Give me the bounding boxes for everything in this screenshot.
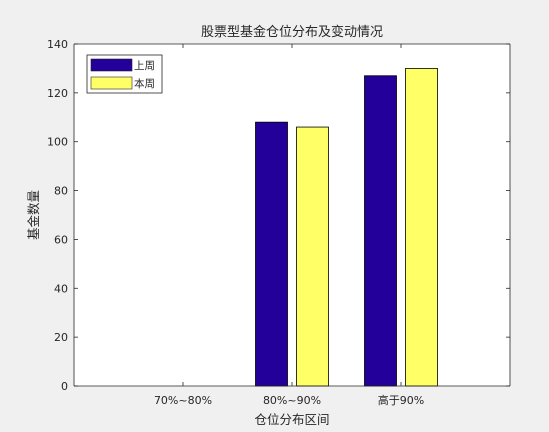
bar-last-week-2 — [364, 75, 397, 387]
x-ticks-group: 70%~80% 80%~90% 高于90% — [154, 44, 424, 407]
x-tick-label: 70%~80% — [154, 394, 212, 407]
legend: 上周 本周 — [86, 54, 163, 94]
legend-swatch-last-week — [90, 58, 133, 72]
x-tick-label: 高于90% — [378, 393, 424, 407]
y-tick-label: 40 — [54, 282, 68, 295]
plot-area — [74, 44, 510, 386]
x-axis-title: 仓位分布区间 — [254, 412, 329, 427]
chart-title: 股票型基金仓位分布及变动情况 — [201, 24, 383, 40]
x-tick-label: 80%~90% — [263, 394, 321, 407]
y-axis-title: 基金数量 — [26, 190, 41, 240]
legend-swatch-this-week — [90, 76, 133, 90]
y-tick-label: 0 — [61, 380, 68, 393]
legend-label-this-week: 本周 — [134, 77, 155, 90]
y-tick-label: 100 — [47, 136, 68, 149]
y-tick-label: 120 — [47, 87, 68, 100]
bar-this-week-2 — [405, 68, 438, 387]
bar-last-week-1 — [255, 121, 288, 387]
legend-label-last-week: 上周 — [134, 60, 155, 72]
y-ticks-group: 0 20 40 60 80 100 120 140 — [47, 38, 510, 393]
y-tick-label: 20 — [54, 331, 68, 344]
y-tick-label: 140 — [47, 38, 68, 51]
bars-group — [255, 68, 438, 387]
bar-this-week-1 — [296, 126, 329, 387]
y-tick-label: 80 — [54, 185, 68, 198]
y-tick-label: 60 — [54, 233, 68, 246]
